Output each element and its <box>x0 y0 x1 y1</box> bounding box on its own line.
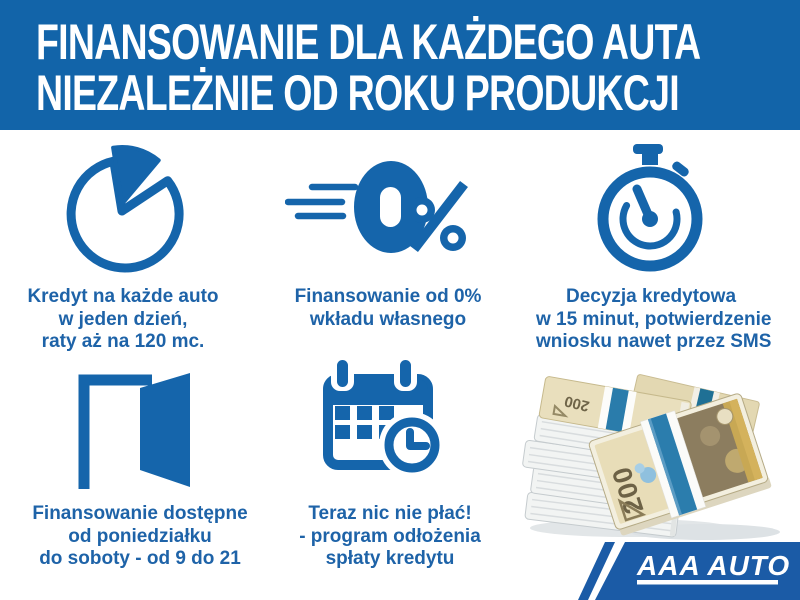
caption-line: spłaty kredytu <box>325 548 455 569</box>
caption-line: Finansowanie dostępne <box>32 503 248 524</box>
speed-lines <box>285 183 359 220</box>
caption-decision: Decyzja kredytowa w 15 minut, potwierdze… <box>536 286 772 354</box>
caption-line: Finansowanie od 0% <box>294 286 482 307</box>
logo-stripe <box>578 542 615 600</box>
front-banknote-bundle: 200 <box>588 393 772 536</box>
logo-underline <box>637 580 778 585</box>
caption-deferred-payment: Teraz nic nie płać! - program odłożenia … <box>275 503 505 571</box>
header-title-line1: FINANSOWANIE DLA KAŻDEGO AUTA <box>36 14 701 70</box>
stopwatch-icon <box>597 144 703 272</box>
logo-text: AAA AUTO <box>636 550 790 581</box>
caption-line: w 15 minut, potwierdzenie <box>536 308 772 330</box>
caption-line: wkładu własnego <box>309 308 467 330</box>
caption-line: - program odłożenia <box>299 525 481 547</box>
calendar-clock-icon <box>323 358 445 478</box>
caption-line: raty aż na 120 mc. <box>41 331 205 352</box>
caption-line: do soboty - od 9 do 21 <box>39 548 241 569</box>
caption-line: Kredyt na każde auto <box>27 286 219 307</box>
banknote-value-top: 200 <box>563 392 591 415</box>
zero-percent-icon <box>285 161 468 253</box>
caption-line: wniosku nawet przez SMS <box>536 331 772 352</box>
caption-line: w jeden dzień, <box>58 308 188 330</box>
caption-zero-percent: Finansowanie od 0% wkładu własnego <box>273 286 503 331</box>
logo-banner <box>595 542 800 600</box>
aaa-auto-logo: AAA AUTO <box>578 542 800 600</box>
header-banner: FINANSOWANIE DLA KAŻDEGO AUTA NIEZALEŻNI… <box>0 0 800 130</box>
caption-line: Teraz nic nie płać! <box>308 503 472 524</box>
header-title-line2: NIEZALEŻNIE OD ROKU PRODUKCJI <box>36 65 680 121</box>
caption-line: Decyzja kredytowa <box>565 286 737 307</box>
caption-availability: Finansowanie dostępne od poniedziałku do… <box>25 503 255 571</box>
open-door-icon <box>78 373 190 489</box>
money-stacks-photo: 200 200 <box>522 374 780 540</box>
pie-chart-icon <box>66 145 184 273</box>
caption-credit: Kredyt na każde auto w jeden dzień, raty… <box>8 286 238 354</box>
caption-line: od poniedziałku <box>68 525 212 547</box>
